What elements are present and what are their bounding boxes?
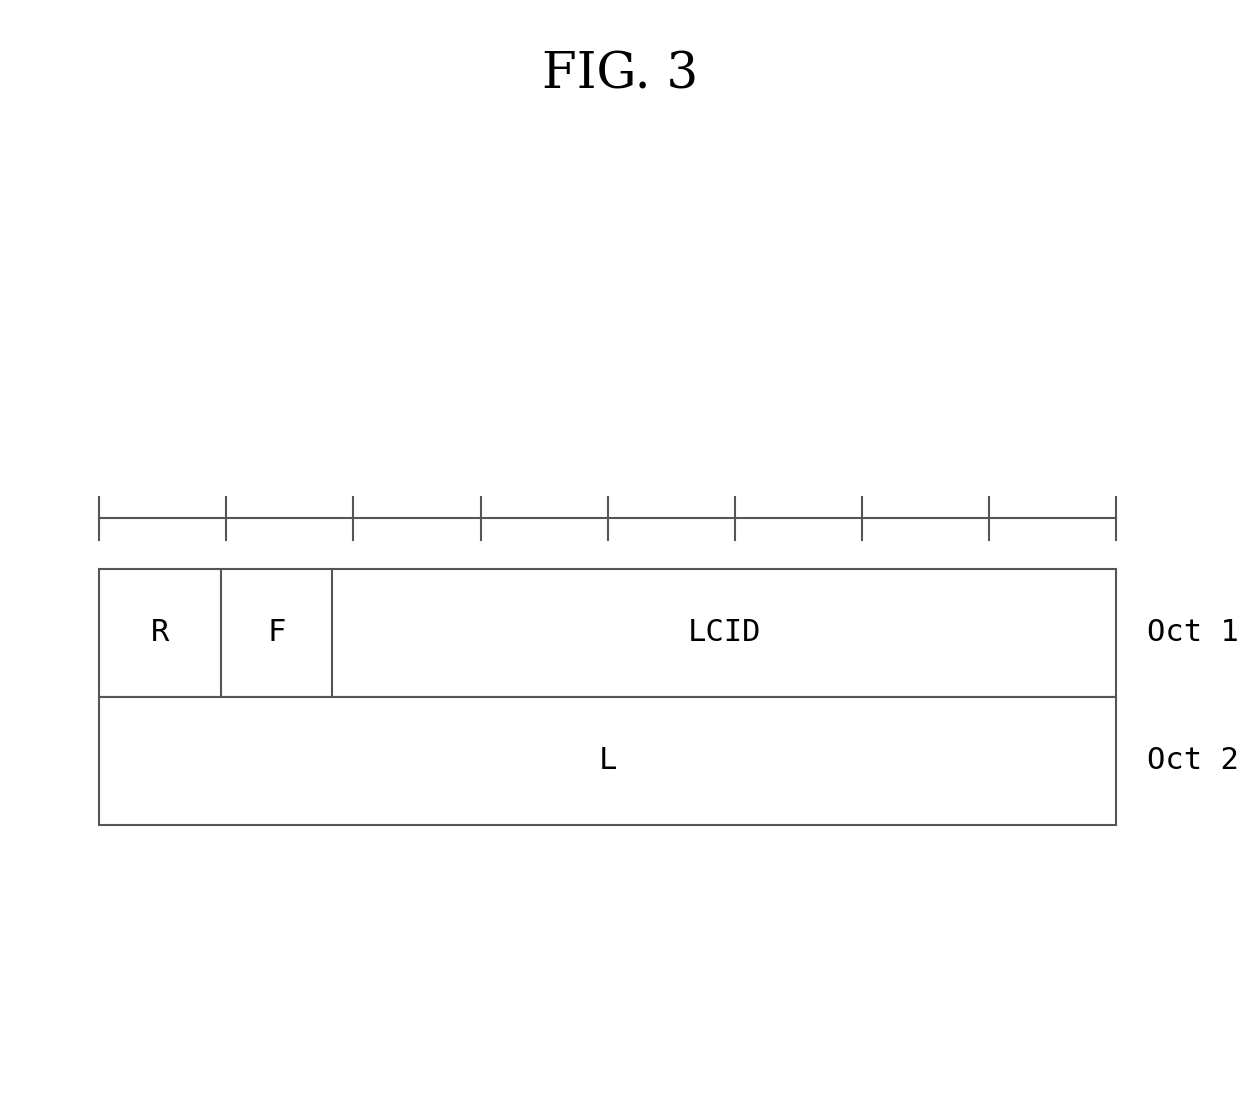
Text: F: F [268,618,285,648]
Text: Oct 1: Oct 1 [1147,618,1239,648]
Text: L: L [599,746,616,776]
Bar [99,697,1116,825]
Text: R: R [151,618,169,648]
Text: LCID: LCID [687,618,761,648]
Text: FIG. 3: FIG. 3 [542,50,698,99]
Text: Oct 2: Oct 2 [1147,746,1239,776]
Bar [99,569,1116,697]
